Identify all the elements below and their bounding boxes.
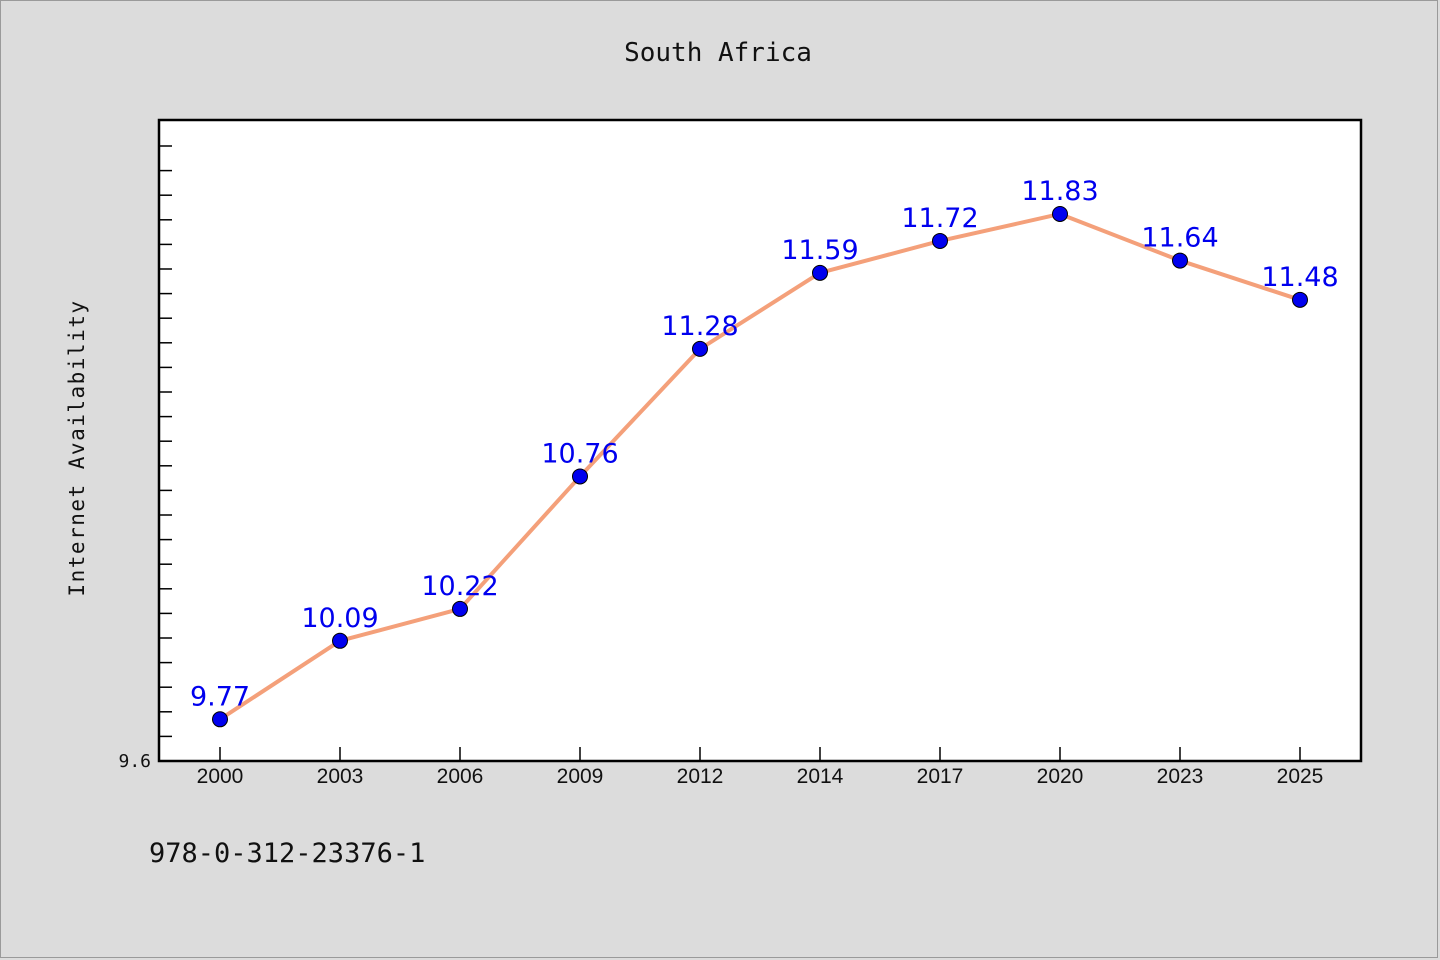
series-line (218, 211, 1301, 721)
data-label: 10.09 (301, 603, 378, 634)
data-point (692, 340, 708, 357)
data-point (1292, 291, 1308, 308)
y-tick-label: 9.6 (118, 751, 151, 772)
x-tick-label: 2006 (437, 765, 484, 788)
data-point (212, 711, 228, 728)
x-tick-label: 2012 (677, 765, 724, 788)
data-label: 11.72 (901, 203, 978, 234)
x-tick-label: 2003 (317, 765, 364, 788)
x-tick-label: 2009 (557, 765, 604, 788)
x-tick-label: 2017 (917, 765, 964, 788)
series-markers (212, 205, 1308, 728)
data-point (1172, 252, 1188, 269)
x-tick-label: 2014 (797, 765, 844, 788)
data-point (1052, 205, 1068, 222)
data-label: 11.83 (1021, 176, 1098, 207)
x-axis: 2000 2003 2006 2009 2012 2014 2017 2020 2023 2025 (197, 747, 1324, 788)
data-point (572, 468, 588, 485)
isbn-label: 978-0-312-23376-1 (149, 838, 425, 869)
chart-title: South Africa (624, 38, 812, 68)
data-point (452, 600, 468, 617)
data-point (812, 264, 828, 281)
data-label: 11.48 (1261, 262, 1338, 293)
y-axis-ticks (159, 145, 172, 762)
data-label: 11.28 (661, 311, 738, 342)
x-tick-label: 2000 (197, 765, 244, 788)
x-tick-label: 2025 (1277, 765, 1324, 788)
data-labels: 9.77 10.09 10.22 10.76 11.28 11.59 11.72 11.83 1… (190, 176, 1339, 712)
data-label: 11.64 (1141, 223, 1218, 254)
x-tick-label: 2023 (1157, 765, 1204, 788)
y-axis-label: Internet Availability (65, 299, 89, 596)
data-label: 10.76 (541, 438, 618, 469)
data-label: 11.59 (781, 235, 858, 266)
plot-area (157, 118, 1363, 763)
data-point (932, 232, 948, 249)
x-tick-label: 2020 (1037, 765, 1084, 788)
data-label: 9.77 (190, 681, 250, 712)
data-label: 10.22 (421, 571, 498, 602)
data-point (332, 632, 348, 649)
